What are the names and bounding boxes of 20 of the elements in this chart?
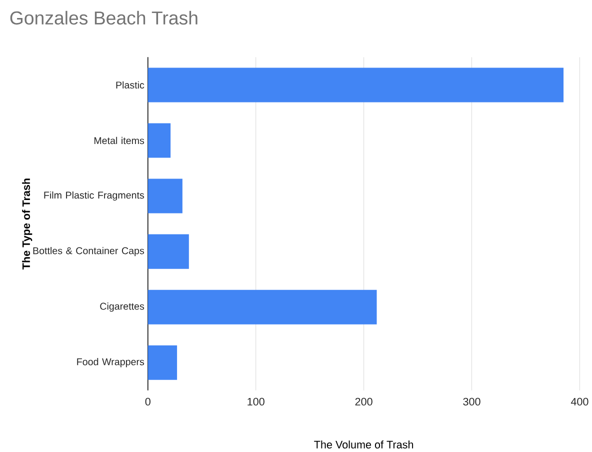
bar — [148, 68, 564, 102]
bar — [148, 123, 171, 158]
y-tick-label: Plastic — [116, 81, 144, 89]
x-tick-label: 0 — [145, 398, 150, 406]
bar — [148, 178, 182, 214]
x-tick-label: 100 — [248, 398, 264, 406]
x-tick-label: 300 — [463, 398, 480, 406]
bar — [148, 234, 189, 269]
bar — [148, 346, 178, 380]
y-tick-label: Metal items — [94, 137, 144, 144]
y-tick-label: Food Wrappers — [77, 358, 144, 368]
y-tick-label: Cigarettes — [100, 302, 144, 312]
chart-title: Gonzales Beach Trash — [10, 11, 198, 25]
x-tick-label: 200 — [355, 398, 372, 406]
x-tick-label: 400 — [570, 398, 588, 406]
x-axis-title: The Volume of Trash — [314, 440, 414, 449]
y-axis-title: The Type of Trash — [22, 178, 32, 270]
y-tick-label: Bottles & Container Caps — [33, 247, 144, 256]
bar — [148, 290, 377, 324]
y-tick-label: Film Plastic Fragments — [44, 192, 144, 201]
